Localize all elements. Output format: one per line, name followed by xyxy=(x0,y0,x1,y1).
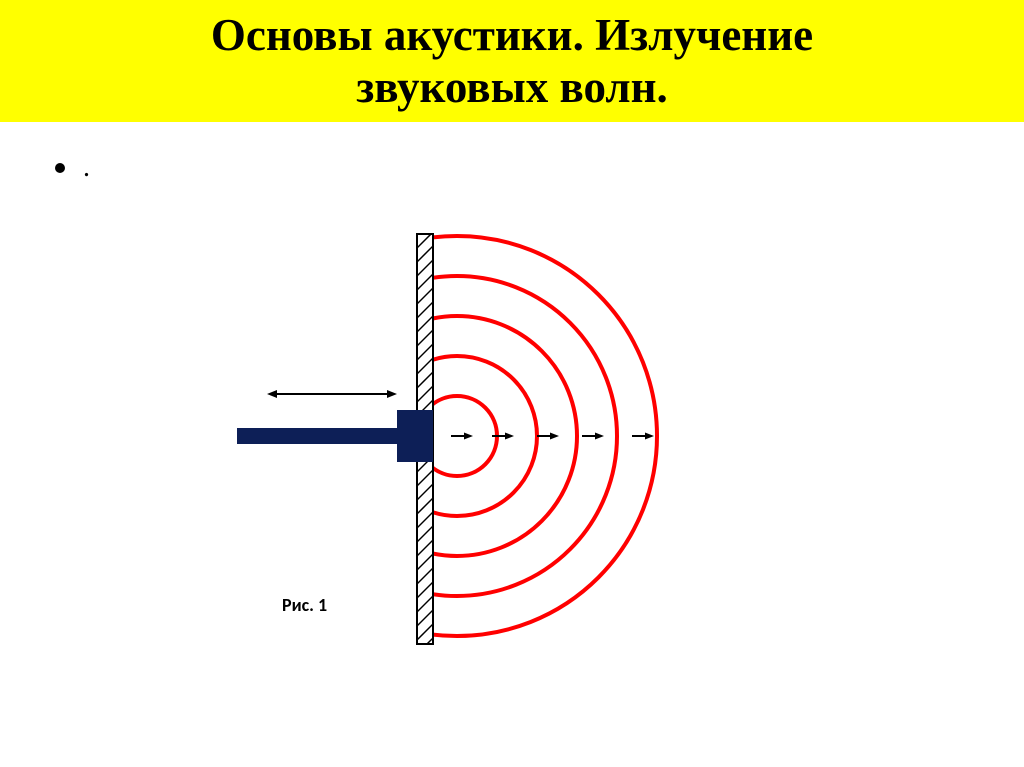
title-line-2: звуковых волн. xyxy=(20,62,1004,114)
bullet-row: . xyxy=(0,152,1024,184)
title-line-1: Основы акустики. Излучение xyxy=(20,10,1004,62)
figure-caption: Рис. 1 xyxy=(282,594,327,616)
bullet-text: . xyxy=(83,152,90,184)
slide-title-bar: Основы акустики. Излучение звуковых волн… xyxy=(0,0,1024,122)
bullet-dot-icon xyxy=(55,163,65,173)
acoustic-diagram: Рис. 1 xyxy=(192,204,832,684)
